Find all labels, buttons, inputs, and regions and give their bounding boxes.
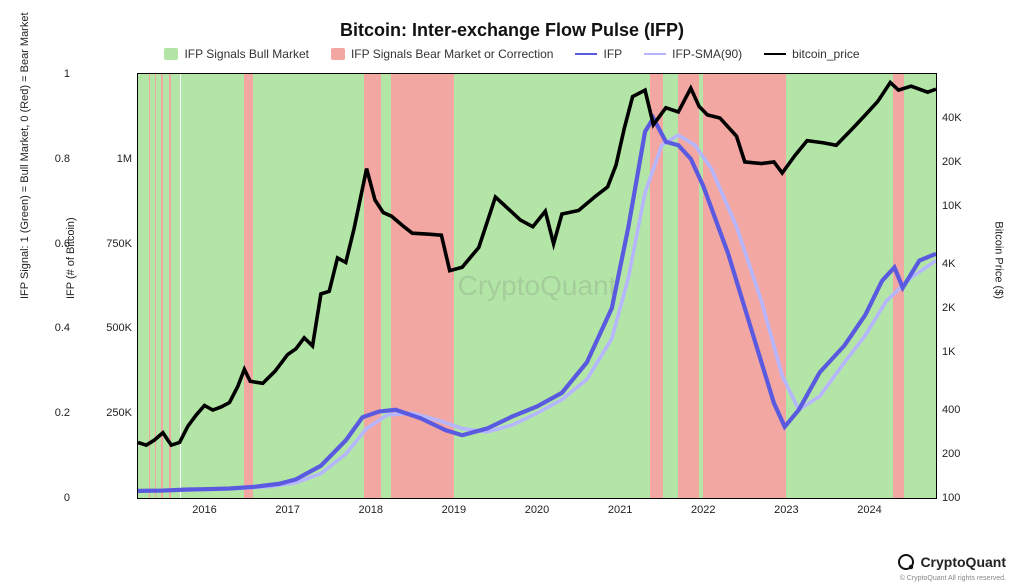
tick-ifp: 750K: [106, 238, 132, 250]
brand-icon: [898, 554, 914, 570]
legend-price: bitcoin_price: [764, 47, 859, 61]
chart-container: Bitcoin: Inter-exchange Flow Pulse (IFP)…: [0, 0, 1024, 576]
tick-ifp: 1M: [117, 153, 132, 165]
legend-bull: IFP Signals Bull Market: [164, 47, 309, 61]
tick-signal: 0.2: [55, 407, 70, 419]
tick-price: 20K: [942, 156, 962, 168]
tick-year: 2023: [774, 504, 798, 516]
chart-lines-svg: [138, 74, 936, 498]
legend-label-price: bitcoin_price: [792, 47, 859, 61]
y-axis-label-ifp: IFP (# of Bitcoin): [65, 217, 77, 299]
legend-label-sma: IFP-SMA(90): [672, 47, 742, 61]
tick-signal: 0.6: [55, 238, 70, 250]
tick-signal: 0.8: [55, 153, 70, 165]
brand-logo: CryptoQuant: [898, 554, 1006, 570]
tick-signal: 1: [64, 68, 70, 80]
legend-label-bull: IFP Signals Bull Market: [184, 47, 309, 61]
plot-area: CryptoQuant 00.20.40.60.81250K500K750K1M…: [137, 73, 937, 499]
tick-year: 2018: [359, 504, 383, 516]
tick-price: 4K: [942, 258, 955, 270]
legend-swatch-bear: [331, 48, 345, 60]
tick-ifp: 500K: [106, 322, 132, 334]
brand-sub: © CryptoQuant All rights reserved.: [900, 575, 1006, 582]
plot-outer: IFP Signal: 1 (Green) = Bull Market, 0 (…: [27, 69, 997, 529]
tick-signal: 0.4: [55, 322, 70, 334]
tick-price: 200: [942, 448, 960, 460]
tick-year: 2024: [857, 504, 881, 516]
tick-price: 40K: [942, 112, 962, 124]
tick-year: 2019: [442, 504, 466, 516]
tick-year: 2016: [192, 504, 216, 516]
tick-price: 2K: [942, 302, 955, 314]
legend-sma: IFP-SMA(90): [644, 47, 742, 61]
legend-bear: IFP Signals Bear Market or Correction: [331, 47, 554, 61]
legend-label-ifp: IFP: [603, 47, 622, 61]
y-axis-label-price: Bitcoin Price ($): [993, 221, 1005, 299]
tick-price: 400: [942, 404, 960, 416]
tick-year: 2017: [275, 504, 299, 516]
legend: IFP Signals Bull Market IFP Signals Bear…: [10, 47, 1014, 61]
tick-ifp: 250K: [106, 407, 132, 419]
tick-year: 2022: [691, 504, 715, 516]
y-axis-label-signal: IFP Signal: 1 (Green) = Bull Market, 0 (…: [19, 12, 31, 299]
legend-swatch-price: [764, 53, 786, 55]
legend-swatch-bull: [164, 48, 178, 60]
chart-title: Bitcoin: Inter-exchange Flow Pulse (IFP): [10, 20, 1014, 41]
brand-name: CryptoQuant: [920, 554, 1006, 570]
tick-price: 10K: [942, 200, 962, 212]
tick-year: 2020: [525, 504, 549, 516]
legend-ifp: IFP: [575, 47, 622, 61]
tick-signal: 0: [64, 492, 70, 504]
tick-year: 2021: [608, 504, 632, 516]
legend-swatch-ifp: [575, 53, 597, 55]
tick-price: 100: [942, 492, 960, 504]
tick-price: 1K: [942, 346, 955, 358]
legend-swatch-sma: [644, 53, 666, 55]
legend-label-bear: IFP Signals Bear Market or Correction: [351, 47, 554, 61]
